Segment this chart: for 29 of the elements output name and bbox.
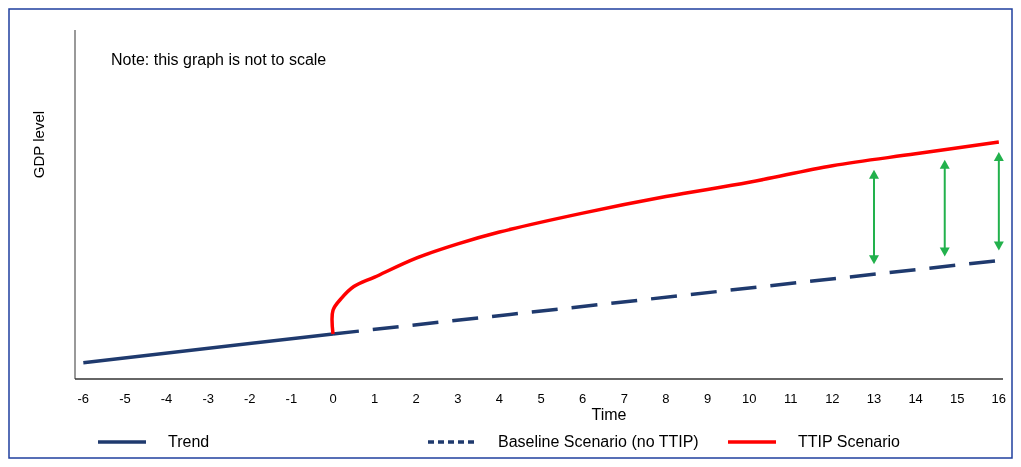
x-tick-label: -2: [244, 391, 256, 406]
x-tick-label: 16: [991, 391, 1007, 406]
x-tick-label: 0: [329, 391, 337, 406]
legend-label: Trend: [168, 433, 210, 450]
x-tick-label: -3: [202, 391, 214, 406]
x-tick-label: 15: [949, 391, 965, 406]
x-axis-title: Time: [591, 406, 627, 423]
x-tick-label: -1: [285, 391, 298, 406]
text: Note: this graph is not to scale: [111, 51, 327, 68]
legend-label: TTIP Scenario: [798, 433, 901, 450]
x-tick-label: 8: [662, 391, 670, 406]
x-tick-label: 1: [371, 391, 379, 406]
x-tick-label: -4: [160, 391, 173, 406]
x-tick-label: 2: [412, 391, 420, 406]
x-tick-label: 6: [579, 391, 587, 406]
x-tick-label: -6: [77, 391, 90, 406]
x-tick-label: 5: [537, 391, 545, 406]
x-tick-label: 10: [741, 391, 757, 406]
x-tick-label: -5: [119, 391, 131, 406]
y-axis-title: GDP level: [30, 110, 47, 179]
x-tick-label: 11: [784, 391, 798, 406]
x-tick-label: 14: [908, 391, 923, 406]
x-tick-label: 3: [454, 391, 462, 406]
x-tick-label: 7: [620, 391, 628, 406]
legend-label: Baseline Scenario (no TTIP): [498, 433, 699, 450]
x-tick-label: 4: [495, 391, 504, 406]
x-tick-label: 13: [866, 391, 882, 406]
x-tick-label: 9: [703, 391, 712, 406]
x-tick-label: 12: [825, 391, 840, 406]
